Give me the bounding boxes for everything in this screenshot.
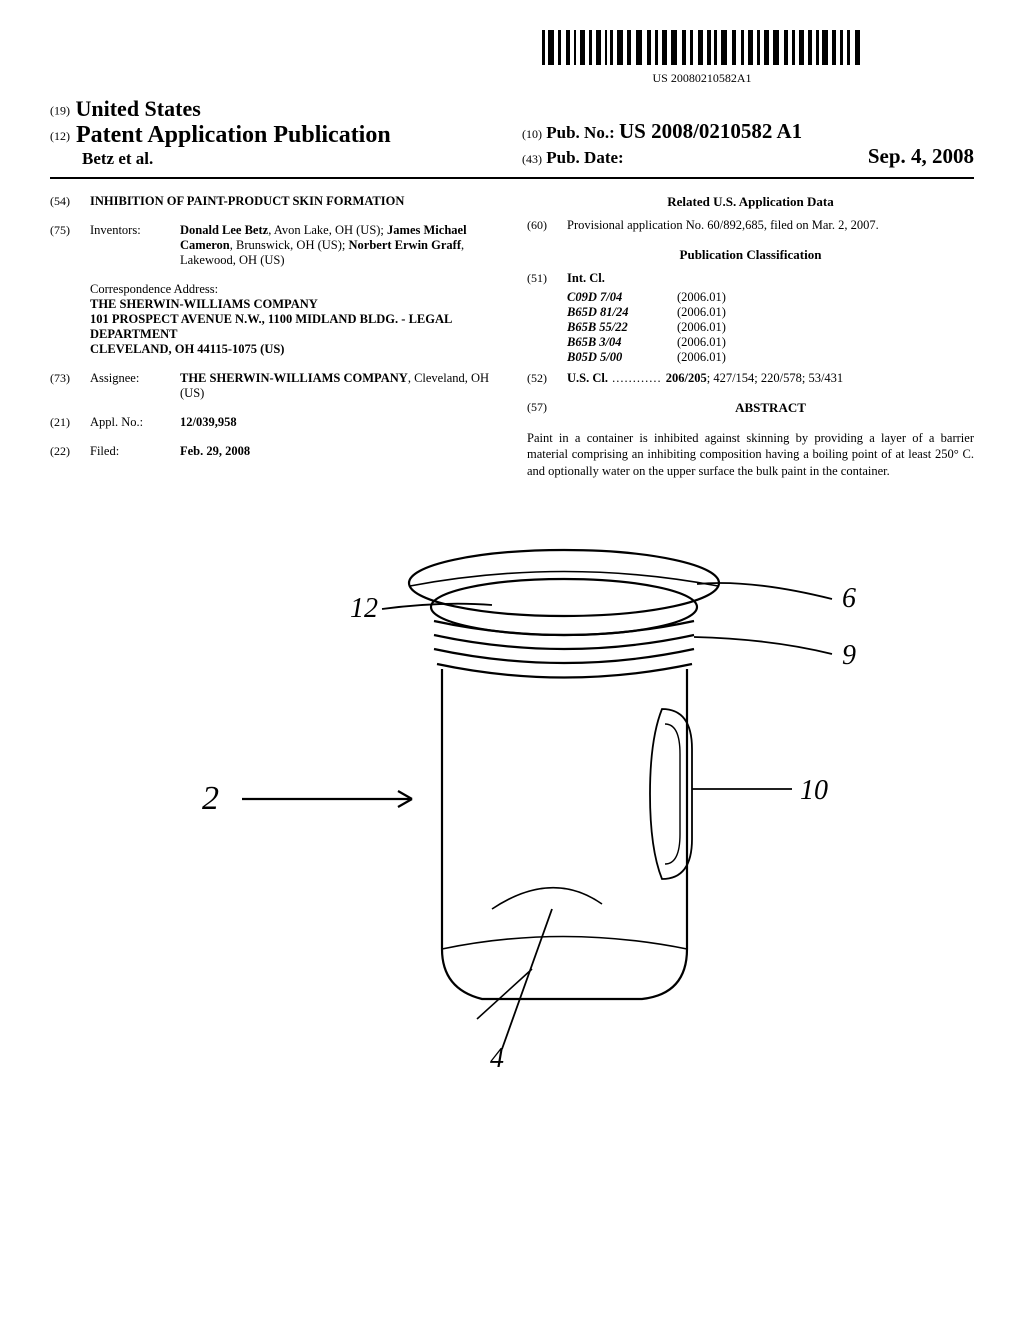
fig-label-12: 12 <box>350 593 378 624</box>
pub-type: Patent Application Publication <box>76 122 391 148</box>
uscl-content: U.S. Cl. ............ 206/205; 427/154; … <box>567 371 974 386</box>
correspondence-line-2: 101 PROSPECT AVENUE N.W., 1100 MIDLAND B… <box>90 312 497 342</box>
intcl-table: C09D 7/04(2006.01) B65D 81/24(2006.01) B… <box>567 290 974 365</box>
inventors-content: Donald Lee Betz, Avon Lake, OH (US); Jam… <box>180 223 497 268</box>
abstract-code: (57) <box>527 400 567 424</box>
pubdate-code: (43) <box>522 152 542 166</box>
correspondence-line-1: THE SHERWIN-WILLIAMS COMPANY <box>90 297 497 312</box>
correspondence-line-3: CLEVELAND, OH 44115-1075 (US) <box>90 342 497 357</box>
pubno-code: (10) <box>522 127 542 141</box>
filed-value: Feb. 29, 2008 <box>180 444 497 459</box>
title-code: (54) <box>50 194 90 209</box>
body-columns: (54) INHIBITION OF PAINT-PRODUCT SKIN FO… <box>50 194 974 479</box>
abstract-label: ABSTRACT <box>567 400 974 416</box>
header: (19) United States (12) Patent Applicati… <box>50 96 974 179</box>
barcode-text: US 20080210582A1 <box>430 71 974 86</box>
pubno-value: US 2008/0210582 A1 <box>619 119 802 143</box>
pubdate-label: Pub. Date: <box>546 148 623 167</box>
filed-label: Filed: <box>90 444 180 459</box>
country-code: (19) <box>50 103 70 117</box>
inventors-label: Inventors: <box>90 223 180 268</box>
abstract-text: Paint in a container is inhibited agains… <box>527 430 974 479</box>
correspondence: Correspondence Address: THE SHERWIN-WILL… <box>90 282 497 357</box>
uscl-code: (52) <box>527 371 567 386</box>
country: United States <box>76 96 201 121</box>
barcode-region: US 20080210582A1 <box>430 30 974 86</box>
pub-type-code: (12) <box>50 129 70 143</box>
pubno-label: Pub. No.: <box>546 123 614 142</box>
patent-figure: 12 6 9 10 2 4 <box>50 509 974 1073</box>
assignee-code: (73) <box>50 371 90 401</box>
filed-code: (22) <box>50 444 90 459</box>
fig-label-10: 10 <box>800 775 828 806</box>
correspondence-label: Correspondence Address: <box>90 282 497 297</box>
classification-heading: Publication Classification <box>527 247 974 263</box>
fig-label-9: 9 <box>842 640 856 671</box>
assignee-label: Assignee: <box>90 371 180 401</box>
provisional-text: Provisional application No. 60/892,685, … <box>567 218 974 233</box>
inventors-code: (75) <box>50 223 90 268</box>
provisional-code: (60) <box>527 218 567 233</box>
applno-value: 12/039,958 <box>180 415 497 430</box>
barcode <box>542 30 862 69</box>
assignee-content: THE SHERWIN-WILLIAMS COMPANY, Cleveland,… <box>180 371 497 401</box>
invention-title: INHIBITION OF PAINT-PRODUCT SKIN FORMATI… <box>90 194 497 209</box>
fig-label-6: 6 <box>842 583 856 614</box>
fig-label-2: 2 <box>202 780 219 817</box>
applno-label: Appl. No.: <box>90 415 180 430</box>
related-heading: Related U.S. Application Data <box>527 194 974 210</box>
pubdate-value: Sep. 4, 2008 <box>868 144 974 169</box>
intcl-label: Int. Cl. <box>567 271 974 286</box>
authors: Betz et al. <box>82 149 502 169</box>
intcl-code: (51) <box>527 271 567 286</box>
fig-label-4: 4 <box>490 1043 504 1069</box>
applno-code: (21) <box>50 415 90 430</box>
